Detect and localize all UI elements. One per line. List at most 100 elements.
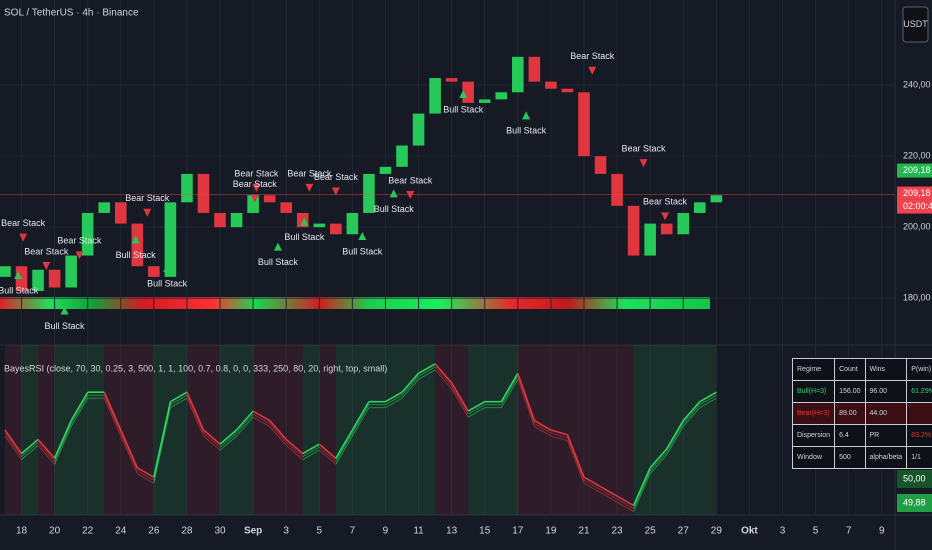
candle bbox=[280, 202, 292, 213]
bear-marker bbox=[75, 251, 84, 260]
indicator-line bbox=[682, 407, 701, 427]
indicator-line bbox=[318, 446, 337, 462]
regime-strip bbox=[0, 297, 710, 309]
indicator-line bbox=[616, 498, 634, 509]
annotation: Bull Stack bbox=[258, 257, 299, 267]
regime-shade bbox=[583, 345, 601, 515]
regime-shade bbox=[253, 345, 270, 515]
indicator-line bbox=[153, 407, 171, 484]
annotation: Bear Stack bbox=[388, 175, 433, 185]
indicator-line bbox=[219, 435, 237, 451]
table-cell: 500 bbox=[834, 446, 866, 469]
value-label: 50,00 bbox=[903, 473, 926, 483]
candle bbox=[346, 212, 359, 235]
bull-marker bbox=[300, 217, 309, 226]
regime-shade bbox=[54, 345, 72, 515]
indicator-line bbox=[70, 394, 89, 424]
indicator-line bbox=[385, 394, 403, 406]
annotation: Bear Stack bbox=[234, 168, 279, 178]
table-cell: Regime bbox=[791, 358, 836, 381]
regime-shade bbox=[186, 345, 204, 515]
indicator-line bbox=[550, 435, 568, 442]
indicator-line bbox=[682, 404, 701, 424]
indicator-line bbox=[252, 413, 270, 424]
annotation: Bull Stack bbox=[147, 278, 188, 288]
indicator-line bbox=[252, 416, 270, 427]
candle bbox=[379, 166, 392, 174]
candle bbox=[561, 88, 574, 93]
regime-shade bbox=[600, 345, 618, 515]
indicator-line bbox=[285, 438, 304, 455]
x-tick-label: Okt bbox=[741, 526, 758, 537]
value-label-box bbox=[897, 470, 932, 488]
candle bbox=[148, 266, 160, 277]
indicator-line bbox=[649, 454, 668, 475]
annotation: Bear Stack bbox=[643, 197, 688, 207]
indicator-line bbox=[616, 501, 634, 512]
bear-marker bbox=[143, 208, 152, 217]
indicator-line bbox=[401, 379, 419, 399]
currency-button[interactable] bbox=[902, 6, 929, 43]
regime-shade bbox=[4, 345, 22, 515]
regime-shade bbox=[650, 345, 667, 515]
regime-shade bbox=[435, 345, 452, 515]
indicator-title: BayesRSI (close, 70, 30, 0.25, 3, 500, 1… bbox=[4, 363, 387, 373]
bull-marker bbox=[459, 90, 468, 99]
indicator-line bbox=[418, 369, 436, 380]
indicator-line bbox=[666, 420, 684, 450]
table-row: Bear(H=3) 89.00 44.00 bbox=[791, 402, 932, 425]
candle bbox=[710, 195, 723, 203]
indicator-line bbox=[4, 435, 22, 460]
regime-shade bbox=[517, 345, 535, 515]
indicator-line bbox=[467, 407, 485, 418]
indicator-line bbox=[401, 372, 420, 393]
indicator-line bbox=[70, 397, 89, 427]
table-cell: 83.2% bbox=[906, 424, 932, 447]
indicator-line bbox=[566, 434, 585, 478]
indicator-line bbox=[682, 401, 701, 422]
x-tick-label: 22 bbox=[82, 526, 94, 537]
regime-shade bbox=[385, 345, 403, 515]
candle bbox=[478, 99, 491, 103]
candle bbox=[114, 202, 127, 224]
indicator-line bbox=[351, 407, 370, 437]
price-label-box bbox=[897, 186, 932, 200]
currency-label[interactable]: USDT bbox=[903, 19, 928, 29]
indicator-line bbox=[203, 432, 221, 448]
candle bbox=[396, 145, 408, 167]
regime-shade bbox=[418, 345, 436, 515]
x-tick-label: 23 bbox=[612, 526, 624, 537]
indicator-line bbox=[202, 429, 221, 445]
regime-shade bbox=[468, 345, 485, 515]
value-label: 49,88 bbox=[903, 497, 926, 507]
annotation: Bull Stack bbox=[374, 204, 415, 214]
indicator-line bbox=[385, 391, 403, 403]
regime-shade bbox=[236, 345, 254, 515]
indicator-line bbox=[517, 373, 536, 421]
x-tick-label: 9 bbox=[383, 526, 389, 537]
candle bbox=[644, 223, 656, 256]
table-cell: Window bbox=[791, 446, 836, 469]
x-tick-label: 20 bbox=[49, 526, 61, 537]
indicator-line bbox=[203, 435, 221, 451]
bear-marker bbox=[331, 187, 340, 196]
x-tick-label: 5 bbox=[813, 526, 819, 537]
indicator-line bbox=[434, 363, 453, 384]
indicator-line bbox=[53, 420, 72, 459]
indicator-line bbox=[269, 423, 287, 443]
candle bbox=[330, 223, 342, 235]
indicator-line bbox=[137, 473, 155, 484]
table-cell: 156.00 bbox=[834, 380, 866, 403]
regime-shade bbox=[153, 345, 171, 515]
candle bbox=[545, 81, 557, 89]
bear-marker bbox=[252, 183, 261, 192]
stats-table: Regime Count Wins P(win) Bull(H=3) 156.00 96.0… bbox=[791, 358, 932, 469]
regime-shade bbox=[550, 345, 568, 515]
x-tick-label: 5 bbox=[317, 526, 323, 537]
x-tick-label: 17 bbox=[512, 526, 524, 537]
indicator-line bbox=[583, 479, 601, 491]
annotation: Bull Stack bbox=[342, 246, 383, 256]
annotation: Bear Stack bbox=[287, 168, 332, 178]
candle bbox=[363, 173, 375, 213]
